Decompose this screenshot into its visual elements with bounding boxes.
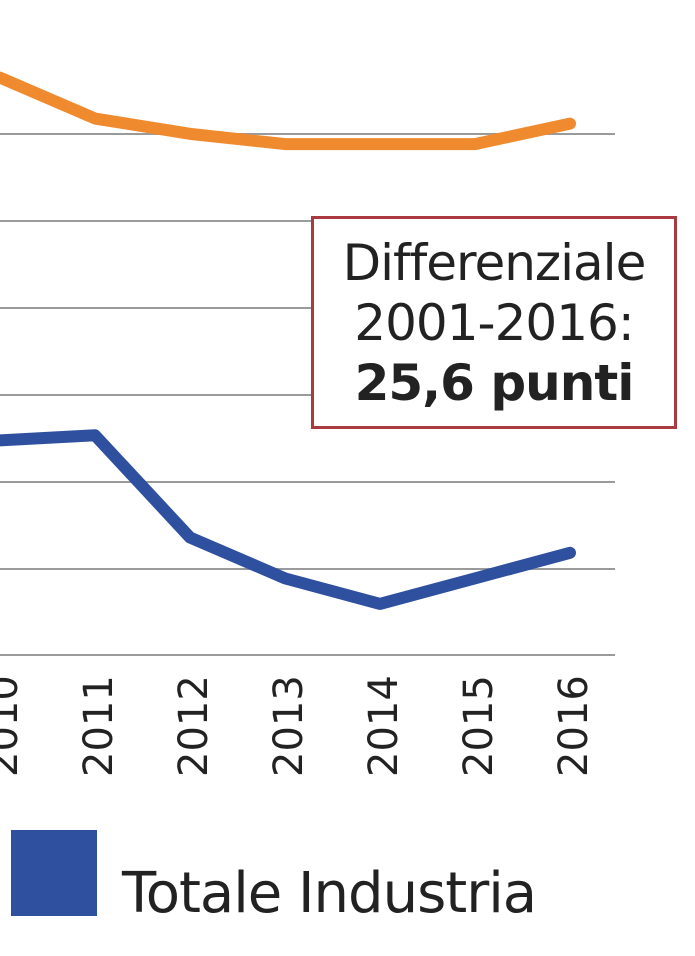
x-tick-label: 2014 [361, 675, 407, 777]
x-tick-label: 2013 [266, 675, 312, 777]
differential-callout: Differenziale 2001-2016: 25,6 punti [311, 216, 677, 429]
x-tick-label: 2016 [551, 675, 597, 777]
series-line-orange [0, 71, 576, 151]
series-line-totale-industria [0, 429, 576, 610]
callout-line-2: 2001-2016: [354, 294, 634, 352]
line-chart: 2010 2011 2012 2013 2014 2015 2016 [0, 71, 615, 777]
legend-swatch-totale-industria [11, 830, 97, 916]
gridlines [0, 133, 615, 656]
series-lines [0, 71, 576, 610]
x-tick-labels: 2010 2011 2012 2013 2014 2015 2016 [0, 675, 597, 777]
callout-line-1: Differenziale [342, 234, 647, 292]
x-tick-label: 2012 [171, 675, 217, 777]
x-tick-label: 2015 [456, 675, 502, 777]
x-tick-label: 2010 [0, 675, 27, 777]
legend-label-totale-industria: Totale Industria [122, 861, 537, 926]
callout-line-3: 25,6 punti [354, 354, 635, 412]
x-tick-label: 2011 [76, 675, 122, 777]
